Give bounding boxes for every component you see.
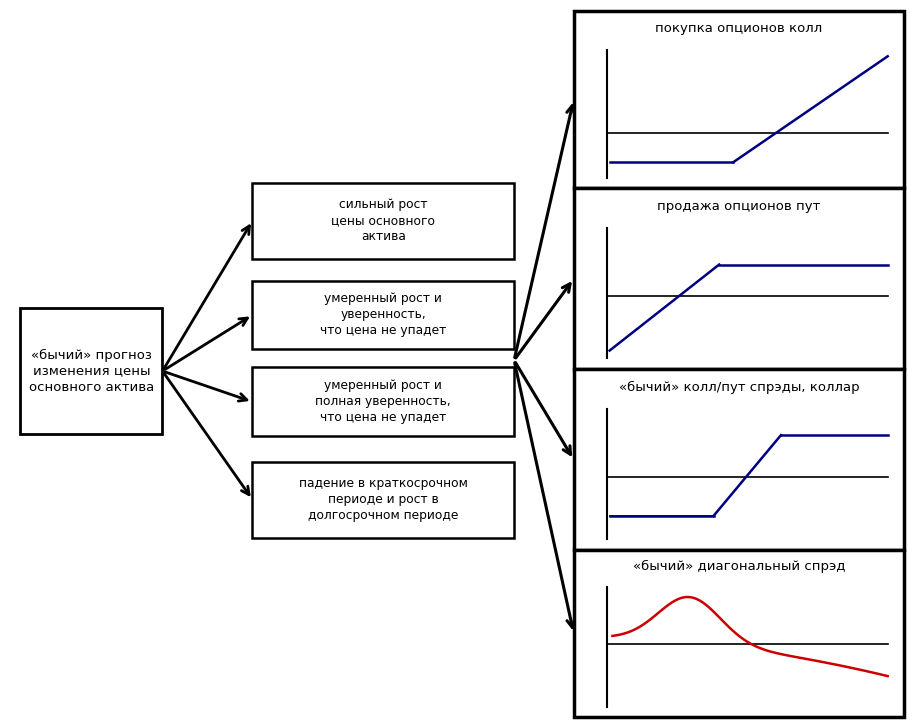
Bar (574, 369, 904, 550)
Bar (20, 308, 162, 434)
Bar (574, 188, 904, 369)
Bar (252, 367, 514, 436)
Bar (252, 281, 514, 350)
Text: умеренный рост и
уверенность,
что цена не упадет: умеренный рост и уверенность, что цена н… (320, 292, 446, 337)
Bar (574, 550, 904, 717)
Bar (252, 462, 514, 537)
Text: падение в краткосрочном
периоде и рост в
долгосрочном периоде: падение в краткосрочном периоде и рост в… (299, 477, 467, 522)
Text: продажа опционов пут: продажа опционов пут (657, 200, 821, 213)
Bar (252, 183, 514, 259)
Text: умеренный рост и
полная уверенность,
что цена не упадет: умеренный рост и полная уверенность, что… (316, 379, 451, 424)
Text: «бычий» прогноз
изменения цены
основного актива: «бычий» прогноз изменения цены основного… (28, 348, 154, 394)
Bar (574, 11, 904, 188)
Text: «бычий» диагональный спрэд: «бычий» диагональный спрэд (633, 560, 845, 573)
Text: покупка опционов колл: покупка опционов колл (655, 22, 823, 35)
Text: «бычий» колл/пут спрэды, коллар: «бычий» колл/пут спрэды, коллар (619, 381, 859, 394)
Text: сильный рост
цены основного
актива: сильный рост цены основного актива (331, 198, 435, 243)
